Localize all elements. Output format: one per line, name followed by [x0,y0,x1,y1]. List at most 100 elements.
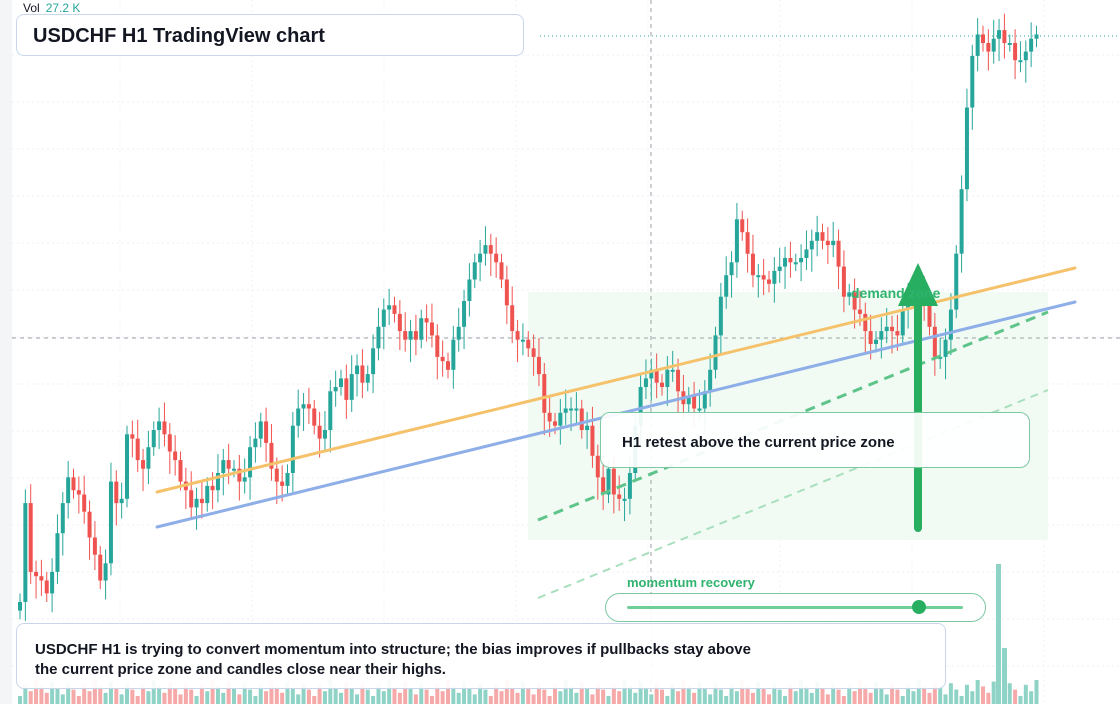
candle-body[interactable] [563,408,568,413]
candle-body[interactable] [98,554,103,581]
candle-body[interactable] [82,494,87,512]
candle-body[interactable] [114,481,119,504]
candle-body[interactable] [232,468,236,471]
candle-body[interactable] [446,361,450,370]
candle-body[interactable] [210,485,215,491]
candle-body[interactable] [103,563,108,581]
candle-body[interactable] [1029,38,1034,52]
candle-body[interactable] [964,107,969,190]
candle-body[interactable] [718,296,723,336]
candle-body[interactable] [248,447,253,478]
candle-body[interactable] [520,339,525,342]
candle-body[interactable] [788,258,793,263]
candle-body[interactable] [199,498,204,504]
candle-body[interactable] [847,292,852,297]
candle-body[interactable] [328,391,333,430]
candle-body[interactable] [504,279,509,306]
candle-body[interactable] [189,490,194,508]
candle-body[interactable] [483,245,488,254]
candle-body[interactable] [280,481,285,486]
candle-body[interactable] [355,365,360,375]
candle-body[interactable] [767,279,771,284]
candle-body[interactable] [895,331,900,336]
candle-body[interactable] [290,425,295,473]
candle-body[interactable] [451,339,456,370]
candle-body[interactable] [890,326,895,332]
candle-body[interactable] [670,369,675,372]
candle-body[interactable] [622,498,627,501]
candle-body[interactable] [526,339,531,349]
candle-body[interactable] [970,55,975,108]
candle-body[interactable] [55,533,60,572]
candle-body[interactable] [793,262,798,265]
candle-body[interactable] [740,219,745,233]
candle-body[interactable] [456,326,461,340]
momentum-slider-track[interactable] [627,606,963,609]
candle-body[interactable] [750,253,755,276]
candle-body[interactable] [772,270,777,284]
candle-body[interactable] [542,374,547,413]
candle-body[interactable] [836,240,841,267]
candle-body[interactable] [611,468,616,495]
candle-body[interactable] [349,374,354,400]
candle-body[interactable] [413,331,418,340]
candle-body[interactable] [392,305,397,314]
candle-body[interactable] [879,331,884,340]
candle-body[interactable] [804,249,809,258]
candle-body[interactable] [1034,34,1039,39]
candle-body[interactable] [874,339,878,344]
candle-body[interactable] [408,331,413,340]
candle-body[interactable] [44,580,49,594]
candle-body[interactable] [595,455,600,478]
candle-body[interactable] [708,369,713,392]
candle-body[interactable] [665,369,670,387]
candle-body[interactable] [536,356,541,375]
candle-body[interactable] [76,490,81,495]
candle-body[interactable] [809,240,814,250]
candle-body[interactable] [627,473,632,499]
candle-body[interactable] [419,318,424,340]
candle-body[interactable] [194,498,199,508]
momentum-slider[interactable] [605,593,986,622]
candle-body[interactable] [1007,43,1012,45]
candle-body[interactable] [590,425,595,456]
candle-body[interactable] [510,305,515,332]
candle-body[interactable] [317,425,322,439]
candle-body[interactable] [376,326,381,349]
candle-body[interactable] [606,468,611,495]
candle-body[interactable] [50,571,55,594]
candle-body[interactable] [178,460,183,482]
candle-body[interactable] [777,266,782,271]
candle-body[interactable] [23,503,28,602]
candle-body[interactable] [938,356,943,359]
candle-body[interactable] [130,434,135,439]
candle-body[interactable] [943,339,948,357]
candle-body[interactable] [371,348,376,375]
candle-body[interactable] [729,262,734,276]
candle-body[interactable] [676,369,681,392]
candle-body[interactable] [713,335,718,370]
candle-body[interactable] [258,421,263,439]
candle-body[interactable] [649,369,654,379]
candle-body[interactable] [381,309,386,327]
trendline-green-faint[interactable] [537,389,1049,599]
candle-body[interactable] [226,460,231,469]
candle-body[interactable] [215,473,220,491]
candle-body[interactable] [761,275,766,280]
candle-body[interactable] [344,378,349,400]
candle-body[interactable] [569,408,574,411]
candle-body[interactable] [734,219,739,263]
candle-body[interactable] [253,438,258,448]
candle-body[interactable] [157,421,162,430]
candle-body[interactable] [151,430,156,448]
candle-body[interactable] [959,189,964,254]
candle-body[interactable] [852,292,857,310]
candle-body[interactable] [92,537,97,555]
candle-body[interactable] [119,498,124,504]
candle-body[interactable] [638,387,643,426]
candle-body[interactable] [87,511,92,538]
candle-body[interactable] [467,279,472,302]
candle-body[interactable] [531,348,536,357]
candle-body[interactable] [306,404,311,409]
candle-body[interactable] [435,335,440,357]
